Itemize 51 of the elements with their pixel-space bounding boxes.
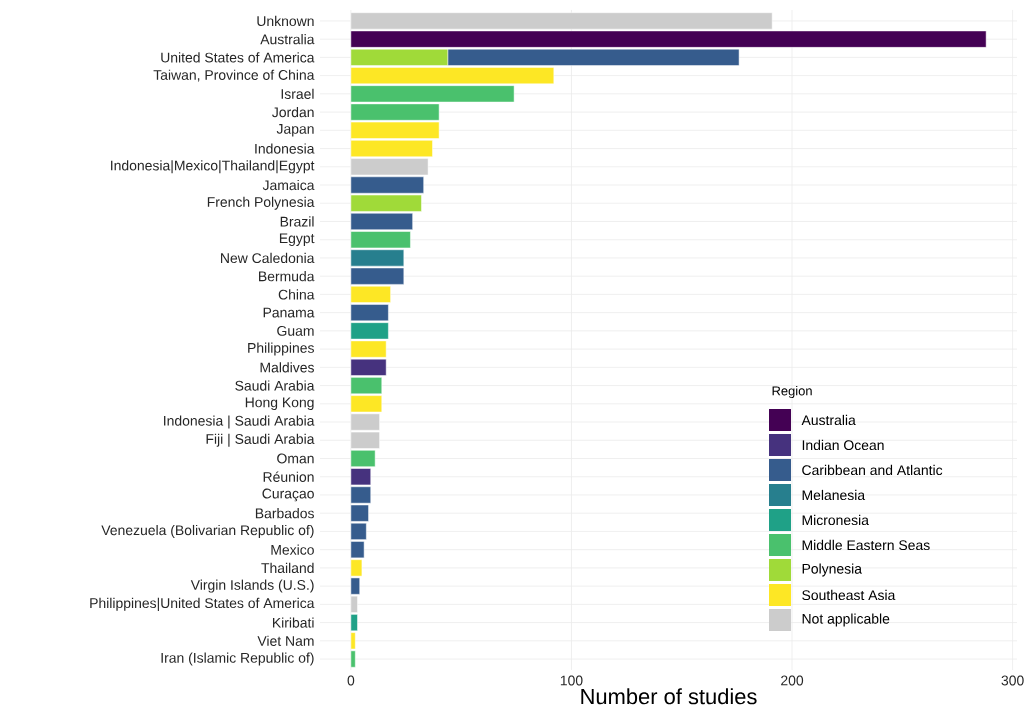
y-tick-label: United States of America	[161, 52, 315, 63]
y-tick-label: Egypt	[279, 233, 315, 246]
y-tick-label: Thailand	[261, 562, 314, 574]
y-tick-label: Curaçao	[262, 488, 314, 502]
y-tick-label: China	[278, 289, 315, 300]
y-tick-label: Unknown	[257, 15, 314, 27]
y-tick-label: Australia	[260, 34, 315, 45]
legend-label: Polynesia	[802, 563, 862, 577]
y-tick-label: Japan	[276, 124, 314, 137]
y-tick-label: Venezuela (Bolivarian Republic of)	[101, 524, 314, 538]
legend-label: Middle Eastern Seas	[802, 539, 930, 551]
y-tick-label: Bermuda	[259, 271, 315, 282]
y-tick-label: Indonesia|Mexico|Thailand|Egypt	[111, 160, 315, 174]
legend-label: Melanesia	[802, 489, 866, 501]
y-tick-label: Philippines|United States of America	[90, 597, 315, 611]
y-tick-label: New Caledonia	[221, 252, 315, 264]
y-tick-label: Taiwan, Province of China	[153, 69, 315, 82]
legend-label: Indian Ocean	[802, 439, 884, 451]
y-tick-label: Hong Kong	[245, 397, 314, 411]
y-tick-label: Jamaica	[262, 179, 315, 191]
y-tick-label: Indonesia | Saudi Arabia	[164, 415, 315, 429]
y-tick-label: Jordan	[272, 106, 314, 118]
legend-label: Southeast Asia	[802, 589, 896, 601]
y-tick-label: Guam	[277, 325, 314, 336]
y-tick-label: Saudi Arabia	[235, 380, 315, 391]
y-tick-label: Virgin Islands (U.S.)	[190, 579, 314, 593]
legend-label: Australia	[801, 414, 856, 426]
legend-title: Region	[772, 385, 812, 399]
y-tick-label: Philippines	[248, 342, 314, 356]
y-tick-label: Mexico	[271, 544, 314, 555]
y-tick-label: Maldives	[260, 362, 314, 373]
y-tick-label: Kiribati	[273, 617, 314, 628]
x-axis-title: Number of studies	[581, 688, 757, 705]
y-tick-label: Réunion	[263, 471, 314, 482]
legend-label: Not applicable	[802, 613, 890, 627]
y-tick-label: Iran (Islamic Republic of)	[161, 652, 314, 666]
y-tick-label: Fiji | Saudi Arabia	[206, 433, 315, 447]
y-tick-label: Brazil	[280, 216, 314, 227]
y-tick-label: Viet Nam	[257, 635, 314, 646]
y-tick-label: Oman	[277, 453, 314, 464]
x-tick-label: 300	[1001, 675, 1024, 686]
legend-label: Caribbean and Atlantic	[802, 464, 943, 476]
y-tick-label: Panama	[263, 307, 315, 318]
x-tick-label: 100	[560, 675, 583, 686]
legend-label: Micronesia	[802, 514, 869, 526]
x-tick-label: 0	[347, 675, 355, 686]
y-tick-label: French Polynesia	[207, 196, 315, 210]
y-tick-label: Barbados	[255, 508, 314, 519]
y-tick-label: Indonesia	[255, 143, 315, 154]
y-tick-label: Israel	[281, 88, 314, 99]
x-tick-label: 200	[781, 675, 804, 686]
